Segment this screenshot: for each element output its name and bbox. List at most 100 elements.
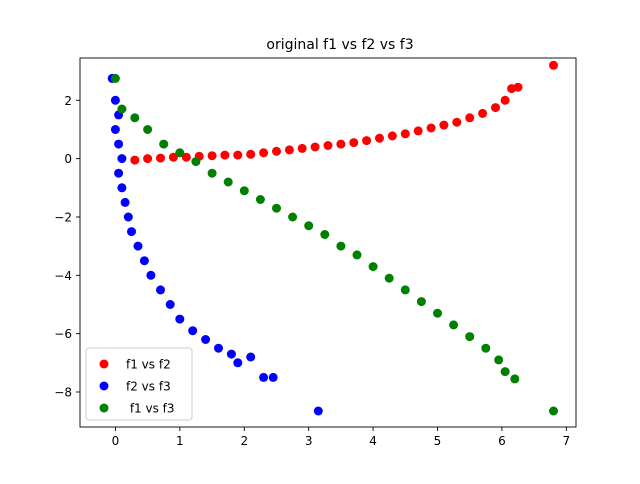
data-point xyxy=(268,372,278,382)
data-point xyxy=(259,148,269,158)
data-point xyxy=(323,141,333,150)
data-point xyxy=(233,150,243,160)
data-point xyxy=(188,326,198,336)
data-point xyxy=(114,168,124,178)
data-point xyxy=(110,73,120,83)
data-point xyxy=(191,157,201,167)
data-point xyxy=(181,152,191,162)
data-point xyxy=(255,195,265,204)
data-point xyxy=(127,227,136,237)
plot-frame xyxy=(79,57,577,428)
legend-marker xyxy=(99,381,109,391)
data-point xyxy=(549,60,558,70)
data-point xyxy=(117,104,127,114)
data-point xyxy=(513,82,523,92)
data-point xyxy=(239,186,249,196)
data-point xyxy=(481,343,491,353)
series-2 xyxy=(107,73,323,416)
data-point xyxy=(123,212,133,222)
x-axis: 0 1 2 3 4 5 6 7 xyxy=(112,427,571,448)
data-point xyxy=(352,250,362,260)
data-point xyxy=(439,120,449,130)
y-tick-label: 2 xyxy=(64,94,72,108)
legend-marker xyxy=(99,403,109,413)
data-point xyxy=(349,138,359,148)
data-point xyxy=(426,123,436,133)
data-point xyxy=(387,131,397,141)
data-point xyxy=(168,152,178,162)
x-tick-label: 0 xyxy=(112,434,120,448)
data-point xyxy=(416,297,426,307)
data-point xyxy=(223,177,233,187)
x-tick-label: 1 xyxy=(176,434,184,448)
data-point xyxy=(143,125,153,134)
legend-label: f2 vs f3 xyxy=(126,380,171,394)
data-point xyxy=(500,367,510,377)
data-point xyxy=(156,153,165,163)
data-point xyxy=(362,136,372,146)
data-point xyxy=(452,117,462,127)
data-point xyxy=(233,358,243,368)
series-3 xyxy=(110,73,558,416)
data-point xyxy=(549,406,558,416)
x-tick-label: 6 xyxy=(498,434,506,448)
data-point xyxy=(114,139,124,149)
points-layer xyxy=(107,60,558,416)
data-point xyxy=(400,129,410,139)
data-point xyxy=(368,262,378,272)
data-point xyxy=(110,125,120,134)
data-point xyxy=(130,155,140,165)
data-point xyxy=(465,332,475,342)
legend-marker xyxy=(99,359,109,369)
legend-box xyxy=(85,347,193,421)
y-tick-label: −2 xyxy=(54,210,72,224)
data-point xyxy=(120,197,130,207)
data-point xyxy=(304,221,314,231)
data-point xyxy=(288,212,298,222)
data-point xyxy=(214,343,223,353)
data-point xyxy=(384,273,394,283)
data-point xyxy=(336,139,346,149)
data-point xyxy=(413,126,423,136)
data-point xyxy=(117,183,127,193)
data-point xyxy=(175,148,185,158)
data-point xyxy=(175,314,185,324)
chart-title: original f1 vs f2 vs f3 xyxy=(266,37,413,53)
data-point xyxy=(246,352,256,362)
data-point xyxy=(491,103,500,113)
data-point xyxy=(159,139,169,149)
data-point xyxy=(313,406,323,416)
data-point xyxy=(284,145,294,155)
y-axis: 2 0 −2 −4 −6 −8 xyxy=(54,94,80,399)
data-point xyxy=(500,95,510,105)
data-point xyxy=(494,355,504,365)
y-tick-label: −8 xyxy=(54,385,72,399)
data-point xyxy=(165,300,175,309)
data-point xyxy=(143,154,153,164)
data-point xyxy=(201,335,211,344)
data-point xyxy=(117,154,127,164)
data-point xyxy=(375,133,384,143)
x-tick-label: 4 xyxy=(369,434,377,448)
data-point xyxy=(130,113,140,123)
y-tick-label: 0 xyxy=(64,152,72,166)
data-point xyxy=(226,349,236,359)
data-point xyxy=(207,168,217,178)
y-tick-label: −6 xyxy=(54,327,72,341)
data-point xyxy=(207,151,217,161)
data-point xyxy=(510,374,520,384)
data-point xyxy=(478,108,488,118)
legend-label: f1 vs f3 xyxy=(126,402,175,416)
data-point xyxy=(297,143,307,153)
data-point xyxy=(465,113,475,123)
legend-label: f1 vs f2 xyxy=(126,358,171,372)
data-point xyxy=(133,241,143,251)
data-point xyxy=(259,372,269,382)
x-tick-label: 7 xyxy=(563,434,571,448)
data-point xyxy=(146,270,156,280)
x-tick-label: 5 xyxy=(434,434,442,448)
data-point xyxy=(220,150,230,160)
data-point xyxy=(272,203,281,213)
